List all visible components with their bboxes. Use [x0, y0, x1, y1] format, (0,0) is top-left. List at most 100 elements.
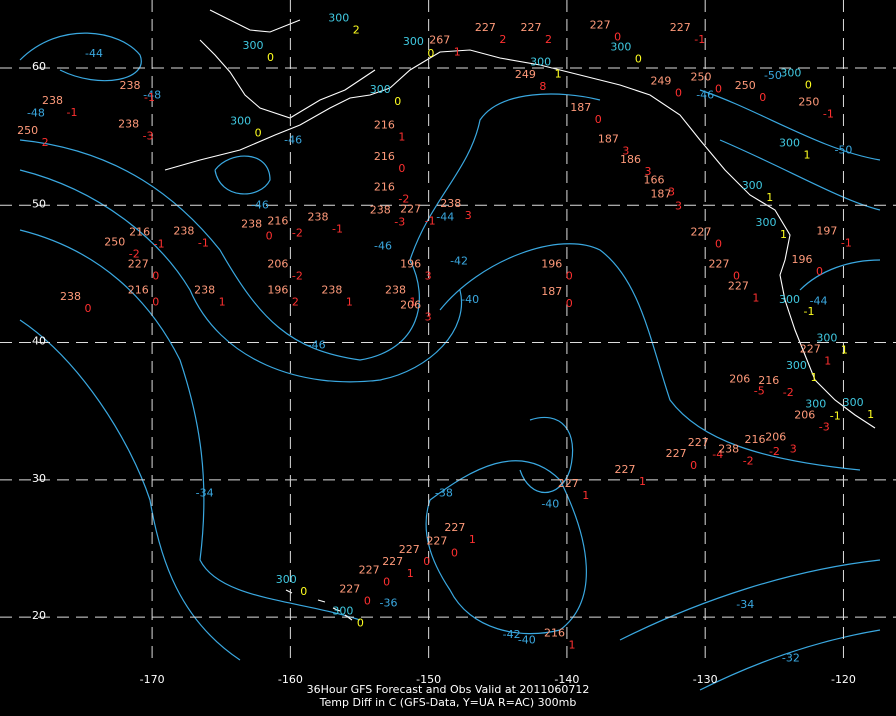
station-diff: 0: [715, 83, 722, 96]
contour-label: -44: [810, 294, 828, 307]
lat-label: 40: [32, 335, 46, 348]
station-value: 227: [691, 226, 712, 239]
station-value: 216: [374, 180, 395, 193]
station-diff: 3: [465, 209, 472, 222]
station-diff: 0: [357, 617, 364, 630]
station-diff: 0: [816, 265, 823, 278]
station-value: 216: [544, 627, 565, 640]
contour-label: -32: [782, 651, 800, 664]
contour-label: -48: [27, 106, 45, 119]
station-value: 300: [779, 293, 800, 306]
station-value: 227: [444, 521, 465, 534]
station-value: 300: [816, 331, 837, 344]
lon-label: -160: [278, 673, 303, 686]
station-value: 166: [644, 174, 665, 187]
station-value: 227: [475, 21, 496, 34]
station-diff: -1: [144, 91, 155, 104]
lon-label: -120: [831, 673, 856, 686]
station-value: 227: [800, 342, 821, 355]
station-value: 216: [744, 433, 765, 446]
station-value: 227: [382, 555, 403, 568]
contour-label: -34: [196, 487, 214, 500]
station-value: 227: [399, 543, 420, 556]
station-diff: 0: [635, 52, 642, 65]
station-diff: -1: [823, 107, 834, 120]
station-diff: 0: [300, 585, 307, 598]
station-diff: -3: [819, 420, 830, 433]
lat-label: 60: [32, 60, 46, 73]
station-diff: 2: [545, 33, 552, 46]
station-diff: 0: [394, 95, 401, 108]
station-diff: 0: [85, 302, 92, 315]
station-diff: 1: [639, 475, 646, 488]
station-value: 250: [691, 71, 712, 84]
contour-label: -36: [380, 596, 398, 609]
station-diff: 3: [668, 186, 675, 199]
lon-label: -130: [693, 673, 718, 686]
station-value: 238: [718, 443, 739, 456]
station-diff: 1: [407, 567, 414, 580]
station-diff: 3: [622, 144, 629, 157]
station-diff: -2: [783, 386, 794, 399]
station-value: 238: [308, 211, 329, 224]
contour-lines: [19, 32, 881, 691]
station-diff: 1: [841, 343, 848, 356]
station-diff: 0: [423, 555, 430, 568]
station-diff: 0: [383, 575, 390, 588]
contour-label: -44: [436, 211, 454, 224]
station-value: 300: [230, 115, 251, 128]
station-value: 300: [805, 397, 826, 410]
station-diff: 2: [499, 33, 506, 46]
station-diff: 0: [364, 595, 371, 608]
station-value: 227: [688, 436, 709, 449]
station-value: 216: [267, 215, 288, 228]
lat-label: 20: [32, 609, 46, 622]
station-diff: 1: [568, 639, 575, 652]
station-diff: 1: [582, 489, 589, 502]
station-diff: 1: [398, 131, 405, 144]
station-value: 300: [756, 216, 777, 229]
station-diff: 1: [469, 533, 476, 546]
station-diff: 1: [766, 191, 773, 204]
contour-label: -40: [541, 498, 559, 511]
station-value: 250: [735, 79, 756, 92]
contour-label: -46: [374, 239, 392, 252]
station-value: 206: [400, 298, 421, 311]
station-value: 187: [650, 187, 671, 200]
station-value: 300: [276, 573, 297, 586]
station-value: 300: [332, 605, 353, 618]
labels: -170 -160 -150 -140 -130 -1202030405060-44-48…: [17, 12, 874, 686]
station-diff: -3: [143, 129, 154, 142]
station-diff: 0: [805, 78, 812, 91]
station-diff: 0: [759, 91, 766, 104]
station-diff: 0: [733, 269, 740, 282]
station-diff: 2: [292, 295, 299, 308]
station-diff: 1: [409, 295, 416, 308]
contour-label: -44: [85, 47, 103, 60]
station-value: 227: [128, 257, 149, 270]
station-value: 249: [650, 75, 671, 88]
station-value: 250: [798, 95, 819, 108]
station-diff: 0: [690, 459, 697, 472]
station-value: 186: [620, 153, 641, 166]
station-diff: 1: [810, 371, 817, 384]
station-value: 227: [520, 21, 541, 34]
subtitle-line: Temp Diff in C (GFS-Data, Y=UA R=AC) 300…: [319, 696, 577, 709]
station-value: 300: [370, 83, 391, 96]
station-value: 227: [339, 583, 360, 596]
station-diff: 0: [427, 47, 434, 60]
station-value: 300: [786, 359, 807, 372]
contour-label: -46: [308, 338, 326, 351]
station-diff: -5: [754, 385, 765, 398]
station-value: 216: [374, 119, 395, 132]
station-value: 238: [118, 117, 139, 130]
station-value: 238: [241, 217, 262, 230]
station-value: 216: [374, 150, 395, 163]
station-diff: 1: [752, 291, 759, 304]
station-diff: 2: [42, 136, 49, 149]
station-diff: 0: [267, 51, 274, 64]
station-value: 300: [780, 66, 801, 79]
station-value: 227: [666, 447, 687, 460]
